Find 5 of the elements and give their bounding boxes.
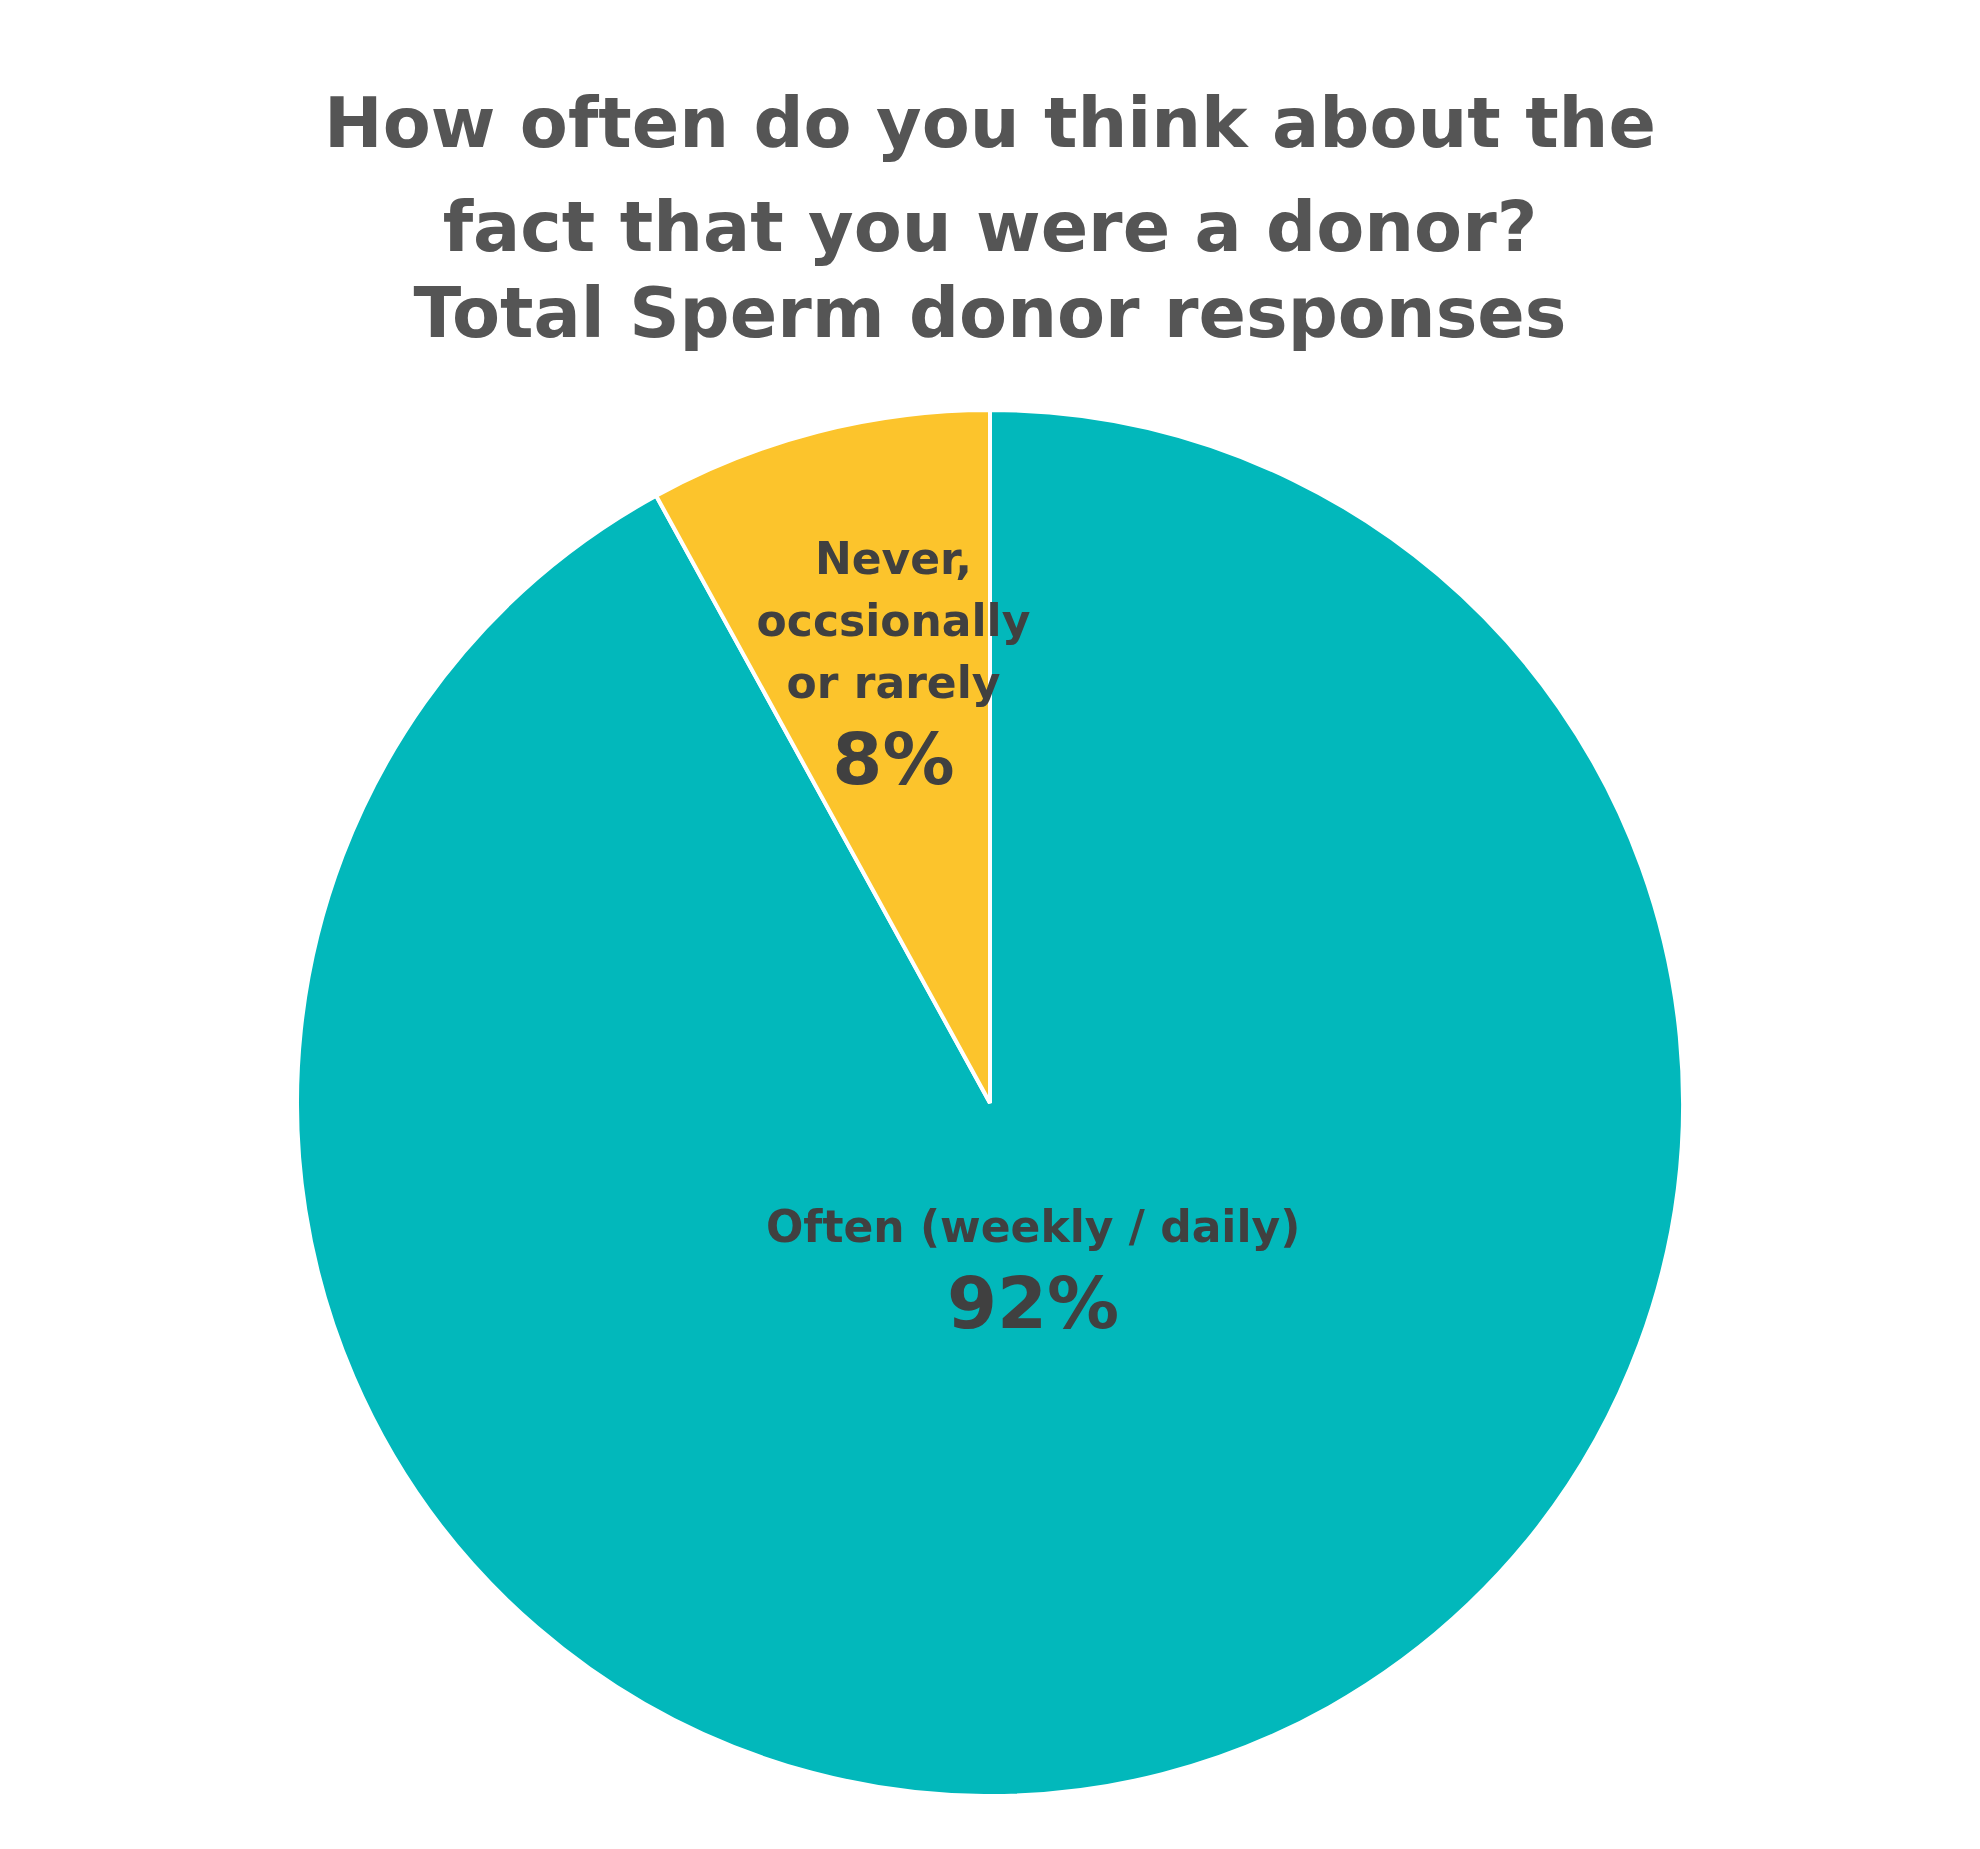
- chart-subtitle: Total Sperm donor responses: [413, 272, 1567, 354]
- data-label: 8%: [832, 717, 955, 802]
- slice-label: Often (weekly / daily): [765, 1200, 1301, 1252]
- data-label: 92%: [946, 1260, 1120, 1345]
- chart-title: How often do you think about the fact that you were a donor?: [324, 82, 1656, 268]
